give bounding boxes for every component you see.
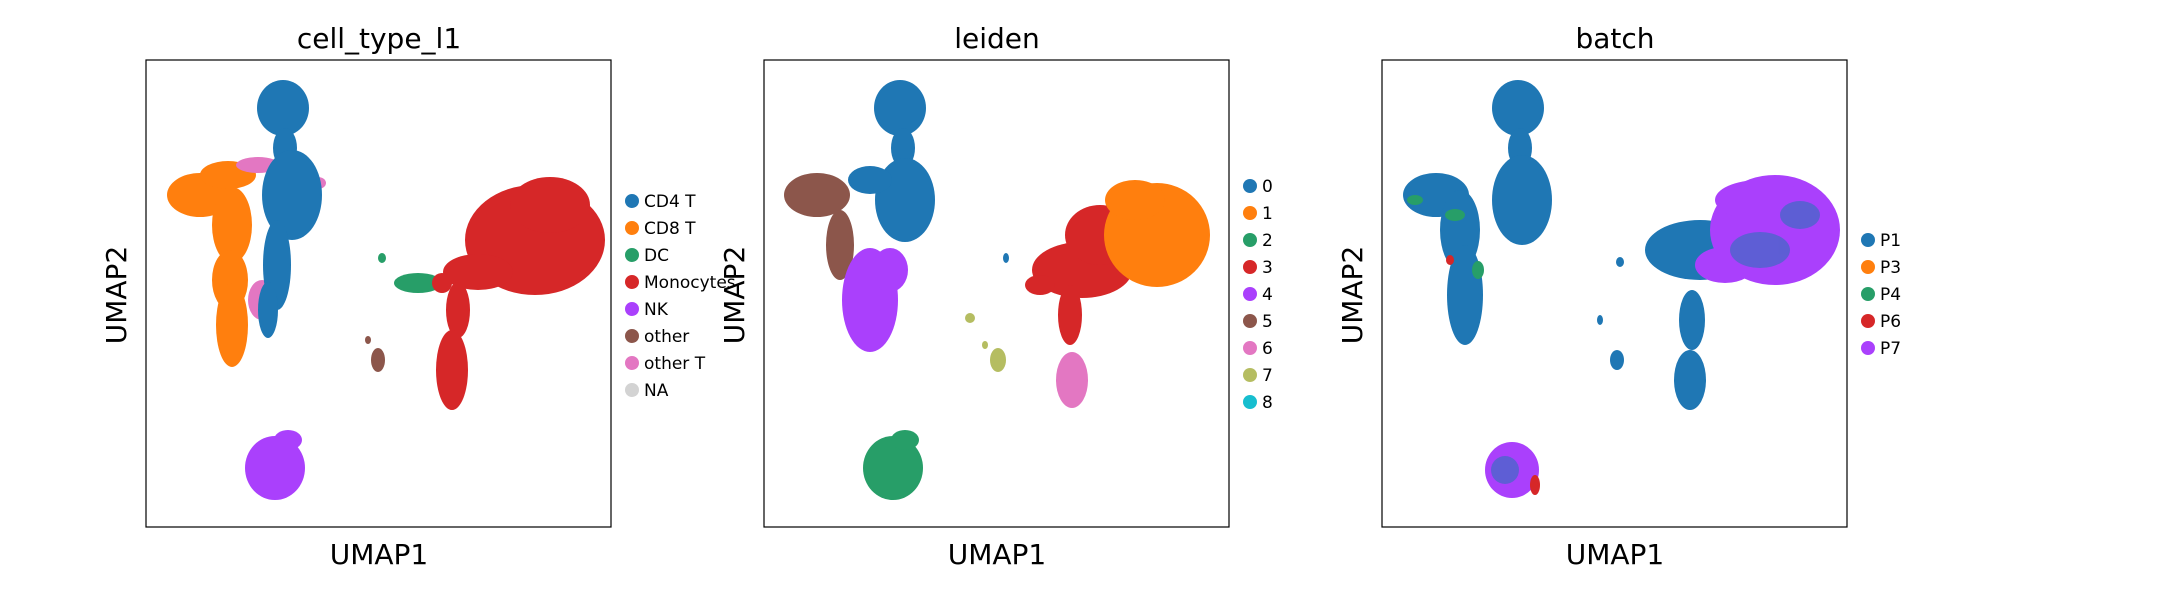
legend-marker [625, 194, 639, 208]
cluster-5 [784, 173, 854, 280]
umap-clusters [167, 80, 605, 500]
legend-marker [625, 356, 639, 370]
legend-label: 8 [1262, 393, 1273, 413]
cluster-6 [1056, 352, 1088, 408]
cluster-7 [965, 313, 1006, 372]
legend-label: P3 [1880, 258, 1901, 278]
panel-title: leiden [954, 22, 1040, 55]
legend-marker [1243, 260, 1257, 274]
x-axis-label: UMAP1 [1566, 538, 1665, 571]
legend-label: 0 [1262, 177, 1273, 197]
panel-leiden: leiden [718, 22, 1273, 571]
legend-marker [1243, 341, 1257, 355]
legend-label: P7 [1880, 339, 1901, 359]
panel-title: cell_type_l1 [297, 22, 461, 55]
legend-label: CD8 T [644, 219, 696, 239]
y-axis-label: UMAP2 [100, 246, 133, 345]
legend-label: other T [644, 354, 706, 374]
panel-title: batch [1575, 22, 1654, 55]
legend-marker [1861, 260, 1875, 274]
cluster-monocytes [432, 177, 605, 410]
legend-marker [1861, 341, 1875, 355]
legend-label: 7 [1262, 366, 1273, 386]
cluster-2 [863, 430, 923, 500]
cluster-0 [848, 80, 1009, 263]
legend-label: 1 [1262, 204, 1273, 224]
legend-marker [1243, 206, 1257, 220]
x-axis-label: UMAP1 [330, 538, 429, 571]
legend-marker [1243, 287, 1257, 301]
panel-batch: batch [1336, 22, 1901, 571]
umap-clusters [784, 80, 1210, 500]
legend-marker [625, 383, 639, 397]
legend-label: 5 [1262, 312, 1273, 332]
legend: P1 P3 P4 P6 P7 [1861, 231, 1901, 359]
cluster-nk [245, 430, 305, 500]
legend-label: NK [644, 300, 669, 320]
cluster-p1 [1403, 80, 1755, 410]
speckle-p1 [1491, 201, 1820, 484]
legend-label: other [644, 327, 689, 347]
legend-label: P4 [1880, 285, 1901, 305]
cluster-p4 [1407, 195, 1484, 279]
legend-marker [1861, 287, 1875, 301]
legend-marker [1243, 233, 1257, 247]
umap-clusters [1403, 80, 1840, 498]
legend-label: Monocytes [644, 273, 736, 293]
legend-label: 2 [1262, 231, 1273, 251]
legend-marker [625, 275, 639, 289]
legend-label: 6 [1262, 339, 1273, 359]
plot-frame [763, 59, 1230, 528]
cluster-3 [1025, 205, 1135, 345]
legend-marker [1243, 179, 1257, 193]
legend-marker [625, 329, 639, 343]
cluster-dc [378, 253, 442, 293]
legend-label: DC [644, 246, 669, 266]
y-axis-label: UMAP2 [1336, 246, 1369, 345]
y-axis-label: UMAP2 [718, 246, 751, 345]
legend-marker [625, 248, 639, 262]
cluster-cd8t [167, 161, 256, 367]
cluster-cd4t [257, 80, 322, 338]
x-axis-label: UMAP1 [948, 538, 1047, 571]
legend-marker [1243, 395, 1257, 409]
cluster-other [365, 336, 385, 372]
plot-frame [145, 59, 612, 528]
legend-label: P1 [1880, 231, 1901, 251]
plot-frame [1381, 59, 1848, 528]
legend-label: 3 [1262, 258, 1273, 278]
cluster-4 [842, 248, 908, 352]
legend-marker [625, 221, 639, 235]
legend: 0 1 2 3 4 5 6 7 8 [1243, 177, 1273, 413]
legend-label: P6 [1880, 312, 1901, 332]
legend-label: NA [644, 381, 669, 401]
legend: CD4 T CD8 T DC Monocytes NK other other T NA [625, 192, 736, 401]
legend-label: 4 [1262, 285, 1273, 305]
legend-marker [1243, 368, 1257, 382]
legend-marker [625, 302, 639, 316]
legend-marker [1861, 314, 1875, 328]
legend-marker [1861, 233, 1875, 247]
cluster-p6 [1446, 255, 1540, 495]
legend-label: CD4 T [644, 192, 696, 212]
panel-cell-type: cell_type_l1 [100, 22, 736, 571]
legend-marker [1243, 314, 1257, 328]
cluster-1 [1104, 180, 1210, 287]
